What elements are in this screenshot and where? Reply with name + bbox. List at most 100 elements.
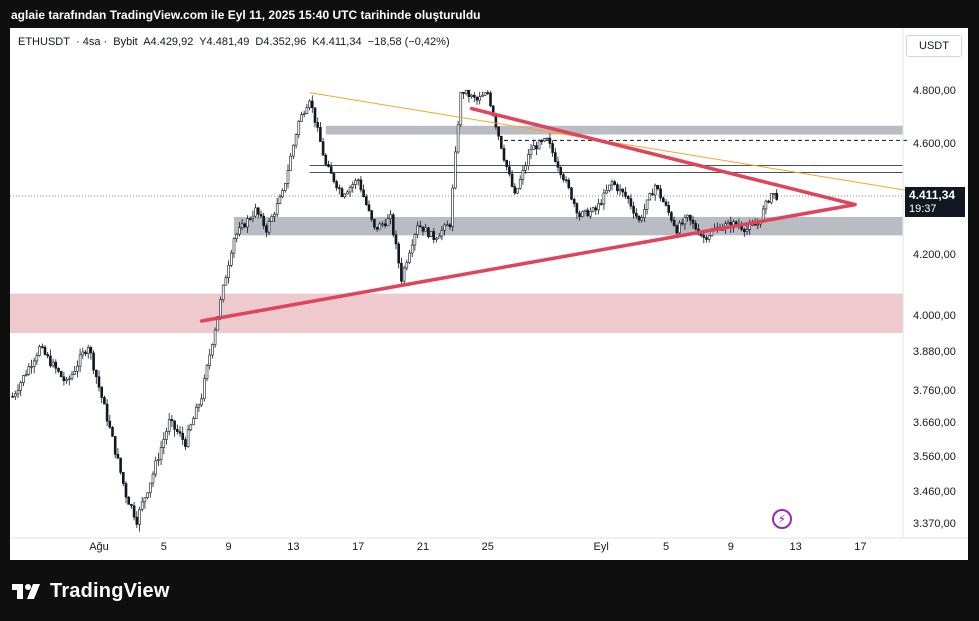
candle-body xyxy=(313,107,317,123)
candle-body xyxy=(567,179,571,189)
y-tick-label: 3.460,00 xyxy=(913,486,956,498)
candle-body xyxy=(224,277,228,286)
candle-body xyxy=(124,483,128,498)
x-tick-label: 17 xyxy=(352,541,364,553)
triangle-lower-line xyxy=(199,202,857,323)
zone-supply xyxy=(325,125,903,135)
candle-body xyxy=(424,227,428,232)
x-tick-label: 5 xyxy=(663,541,669,553)
candle-body xyxy=(702,235,706,238)
chart-area[interactable]: 4.800,00 4.600,00 4.200,00 4.000,00 3.880,00… xyxy=(10,28,968,560)
candle-body xyxy=(410,244,414,254)
candle-body xyxy=(594,207,598,211)
candle-body xyxy=(329,166,333,174)
interval-label[interactable]: · 4sa · xyxy=(76,36,108,48)
candle-body xyxy=(470,94,473,97)
candle-body xyxy=(602,192,606,205)
brand-name: TradingView xyxy=(50,580,170,602)
candle-body xyxy=(151,473,155,484)
x-tick-label: 5 xyxy=(161,541,167,553)
candle-body xyxy=(589,211,592,217)
candle-body xyxy=(259,213,263,217)
candle-body xyxy=(265,225,268,233)
flash-icon[interactable]: ⚡ xyxy=(772,509,792,529)
candle-body xyxy=(273,213,276,217)
last-price-value: 4.411,34 xyxy=(909,188,956,202)
candle-body xyxy=(526,154,530,166)
candle-body xyxy=(373,219,376,228)
candle-body xyxy=(200,398,203,406)
candle-body xyxy=(591,207,595,212)
candle-body xyxy=(19,382,22,391)
currency-selector[interactable]: USDT xyxy=(906,35,962,57)
candle-body xyxy=(57,367,60,372)
x-tick-label: 17 xyxy=(854,541,866,553)
candle-body xyxy=(521,169,525,180)
candle-body xyxy=(775,192,779,200)
candle-body xyxy=(767,200,770,203)
candle-body xyxy=(324,154,328,165)
candle-body xyxy=(192,418,195,426)
candle-body xyxy=(475,97,479,101)
candle-body xyxy=(232,238,236,254)
candle-body xyxy=(132,505,136,518)
candle-body xyxy=(586,209,590,217)
symbol-legend: ETHUSDT · 4sa · Bybit A4.429,92 Y4.481,4… xyxy=(18,36,453,48)
symbol-name[interactable]: ETHUSDT xyxy=(18,36,70,48)
candle-body xyxy=(30,366,33,368)
candle-body xyxy=(756,223,760,226)
candle-body xyxy=(86,347,90,355)
candle-body xyxy=(429,231,433,237)
candle-body xyxy=(167,419,171,432)
candle-body xyxy=(562,174,565,181)
candle-body xyxy=(111,426,114,437)
candle-body xyxy=(629,198,633,207)
candle-body xyxy=(62,376,66,382)
candle-body xyxy=(553,152,557,162)
candle-body xyxy=(769,193,773,203)
candle-body xyxy=(508,166,511,175)
candle-body xyxy=(456,124,460,153)
price-chart[interactable]: 4.800,00 4.600,00 4.200,00 4.000,00 3.880,00… xyxy=(10,28,968,560)
candle-body xyxy=(745,229,749,232)
candle-body xyxy=(305,107,309,114)
candle-body xyxy=(772,192,776,195)
candle-body xyxy=(281,190,284,198)
x-tick-label: Ağu xyxy=(89,541,109,553)
candle-body xyxy=(400,262,403,282)
candle-body xyxy=(340,188,344,198)
candle-body xyxy=(613,181,617,185)
candle-body xyxy=(146,492,149,499)
candle-body xyxy=(683,217,687,225)
x-tick-label: 21 xyxy=(417,541,429,553)
candle-body xyxy=(570,187,573,200)
candle-body xyxy=(335,181,338,188)
candle-body xyxy=(599,203,603,205)
candle-body xyxy=(532,145,536,150)
candle-body xyxy=(505,159,509,168)
candle-body xyxy=(535,145,538,150)
candle-body xyxy=(113,436,117,455)
candle-body xyxy=(370,210,374,220)
candle-body xyxy=(678,222,681,234)
candle-body xyxy=(275,203,279,215)
candle-body xyxy=(197,404,201,408)
candle-body xyxy=(389,214,392,219)
candle-body xyxy=(575,203,579,214)
candle-body xyxy=(462,91,465,94)
candle-body xyxy=(518,179,522,189)
candle-body xyxy=(572,198,576,204)
candle-body xyxy=(699,233,703,236)
candle-body xyxy=(564,179,568,182)
change-value: −18,58 (−0,42%) xyxy=(367,36,450,48)
candle-body xyxy=(705,237,708,240)
candle-body xyxy=(543,138,546,142)
candle-body xyxy=(661,197,665,203)
candle-body xyxy=(343,193,347,198)
candle-body xyxy=(67,378,71,380)
candle-body xyxy=(626,196,630,199)
candle-body xyxy=(278,196,282,204)
candle-body xyxy=(605,190,608,194)
candle-body xyxy=(13,393,17,397)
x-tick-label: 13 xyxy=(789,541,801,553)
